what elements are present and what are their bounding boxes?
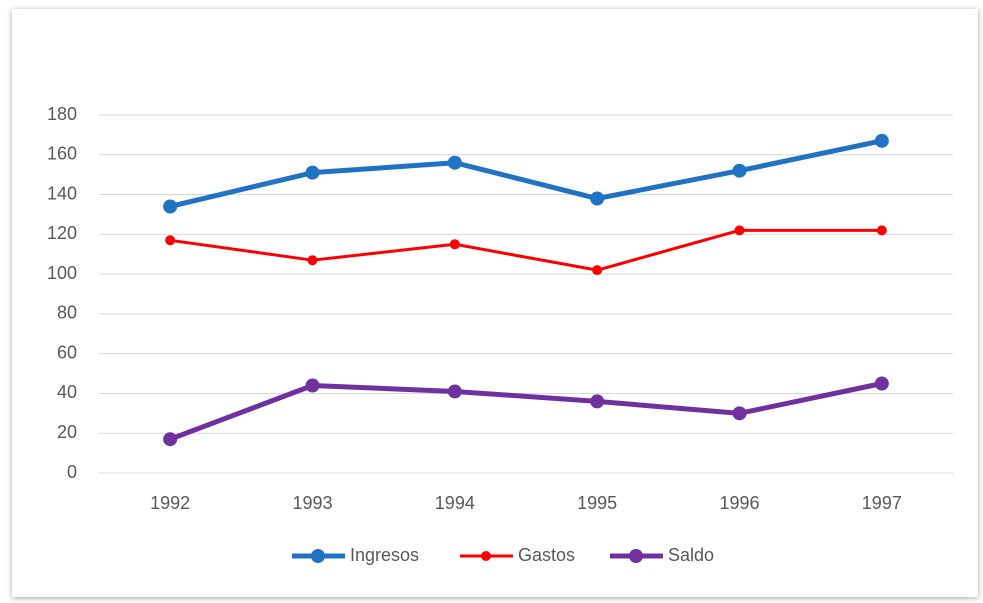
legend-swatch-marker: [311, 549, 325, 563]
x-tick-label: 1996: [719, 493, 759, 513]
legend-label: Ingresos: [350, 545, 419, 565]
legend-swatch-marker: [629, 549, 643, 563]
y-tick-label: 140: [47, 183, 77, 203]
point-marker: [874, 133, 889, 148]
legend-label: Saldo: [668, 545, 714, 565]
y-tick-label: 0: [67, 462, 77, 482]
y-tick-label: 120: [47, 223, 77, 243]
y-tick-label: 160: [47, 144, 77, 164]
point-marker: [305, 165, 320, 180]
y-tick-label: 180: [47, 104, 77, 124]
point-marker: [876, 225, 887, 236]
point-marker: [592, 265, 603, 276]
y-tick-label: 40: [57, 382, 77, 402]
x-tick-label: 1993: [292, 493, 332, 513]
point-marker: [590, 191, 605, 206]
y-tick-label: 60: [57, 342, 77, 362]
series-line: [167, 381, 885, 442]
legend-swatch-marker: [481, 551, 491, 561]
point-marker: [734, 225, 745, 236]
point-marker: [165, 235, 176, 246]
point-marker: [305, 378, 320, 393]
point-marker: [590, 394, 605, 409]
y-tick-label: 80: [57, 303, 77, 323]
x-tick-label: 1992: [150, 493, 190, 513]
point-marker: [447, 155, 462, 170]
point-marker: [163, 432, 178, 447]
x-tick-label: 1995: [577, 493, 617, 513]
point-marker: [732, 406, 747, 421]
y-tick-label: 20: [57, 422, 77, 442]
series-line: [167, 138, 885, 209]
legend-label: Gastos: [518, 545, 575, 565]
point-marker: [447, 384, 462, 399]
x-tick-label: 1994: [435, 493, 475, 513]
point-marker: [449, 239, 460, 250]
y-tick-label: 100: [47, 263, 77, 283]
point-marker: [163, 199, 178, 214]
point-marker: [307, 255, 318, 266]
chart-frame: [12, 9, 978, 597]
point-marker: [732, 163, 747, 178]
series-line: [168, 228, 884, 272]
point-marker: [874, 376, 889, 391]
x-tick-label: 1997: [862, 493, 902, 513]
